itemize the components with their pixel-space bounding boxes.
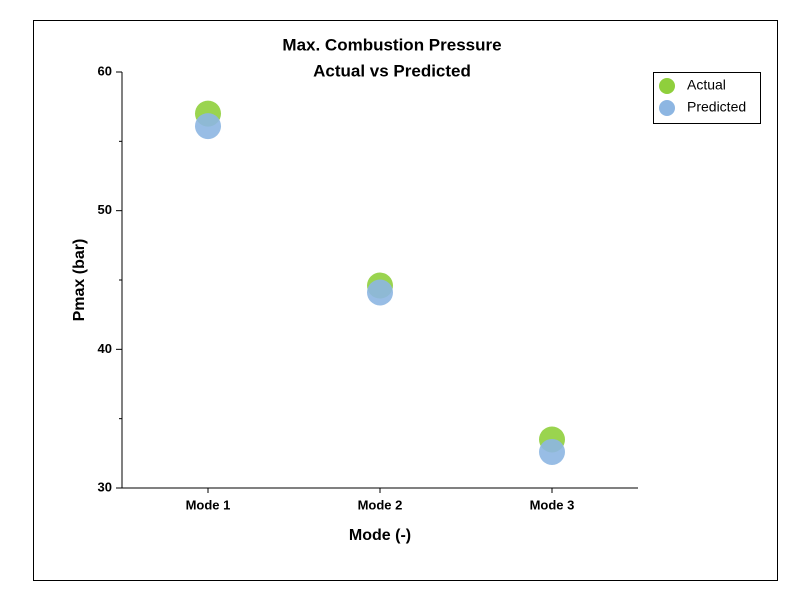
point [539, 438, 565, 465]
point [195, 113, 221, 140]
legend-label: Actual [687, 77, 726, 93]
chart-title: Max. Combustion Pressure [282, 35, 501, 54]
legend-label: Predicted [687, 99, 746, 115]
y-tick-label: 40 [98, 341, 112, 356]
point [367, 279, 393, 306]
y-axis-label: Pmax (bar) [71, 239, 88, 322]
x-axis-label: Mode (-) [349, 527, 411, 544]
x-tick-label: Mode 3 [530, 497, 575, 512]
legend-marker [659, 78, 675, 94]
y-tick-label: 50 [98, 202, 112, 217]
y-tick-label: 60 [98, 63, 112, 78]
legend-marker [659, 100, 675, 116]
x-tick-label: Mode 2 [358, 497, 403, 512]
y-tick-label: 30 [98, 479, 112, 494]
x-tick-label: Mode 1 [186, 497, 231, 512]
chart-subtitle: Actual vs Predicted [313, 61, 471, 80]
